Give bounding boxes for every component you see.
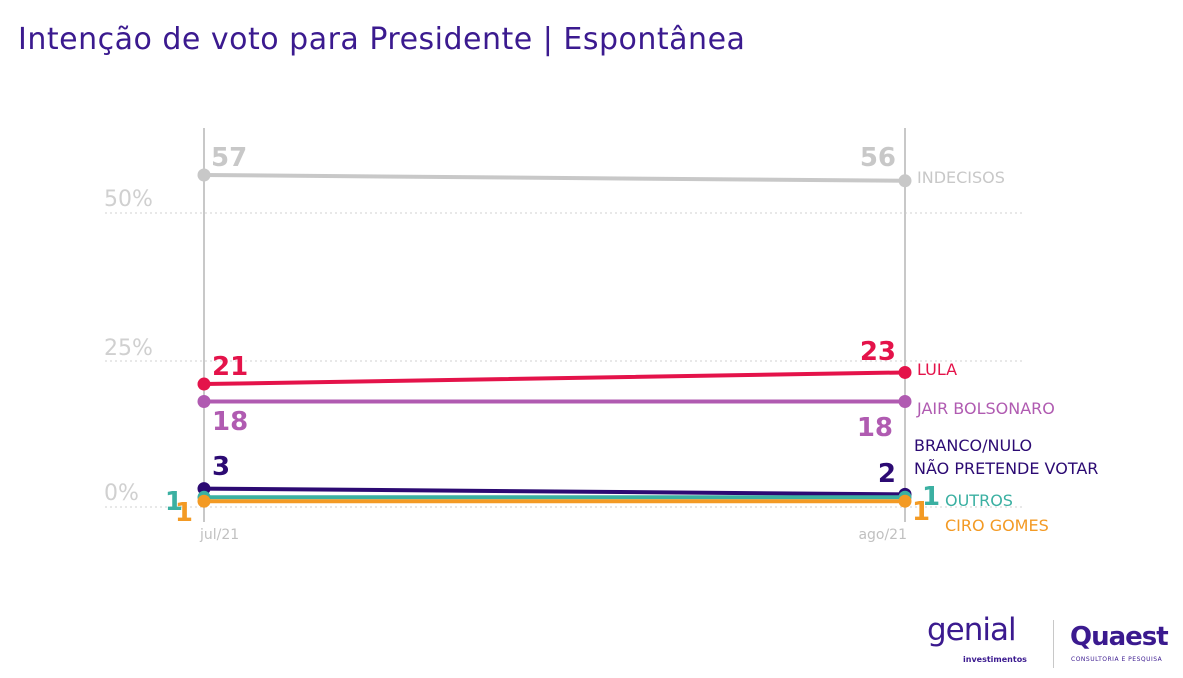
series-name-label: JAIR BOLSONARO [916,399,1055,418]
data-point [898,494,912,508]
x-tick-label: ago/21 [858,527,907,543]
quaest-logo: Quaest [1070,622,1169,652]
y-tick-label: 50% [104,187,153,212]
data-label: 1 [165,487,183,517]
data-label: 56 [860,143,896,173]
series-line [202,370,907,387]
data-label: 18 [212,407,248,437]
x-tick-label: jul/21 [199,527,239,543]
genial-logo-subtitle: investimentos [963,655,1027,664]
series-name-label: NÃO PRETENDE VOTAR [914,459,1098,478]
series-name-label: INDECISOS [917,168,1005,187]
series-name-label: BRANCO/NULO [914,436,1032,455]
data-label: 1 [922,482,940,512]
series-name-label: OUTROS [945,491,1013,510]
logos: genial investimentos Quaest CONSULTORIA … [925,612,1170,673]
data-point [898,365,912,379]
data-point [898,174,912,188]
data-label: 3 [212,452,230,482]
data-point [898,394,912,408]
data-point [197,377,211,391]
data-point [197,394,211,408]
data-label: 18 [857,413,893,443]
series-line [202,486,907,497]
quaest-logo-subtitle: CONSULTORIA E PESQUISA [1071,656,1163,663]
series-name-label: LULA [917,360,957,379]
genial-logo: genial [927,612,1017,648]
data-label: 23 [860,337,896,367]
data-label: 1 [912,497,930,527]
chart-title: Intenção de voto para Presidente | Espon… [18,22,746,57]
data-label: 2 [878,459,896,489]
data-label: 1 [175,498,193,528]
data-point [197,168,211,182]
data-point [197,494,211,508]
data-label: 57 [211,143,247,173]
y-tick-label: 0% [104,481,139,506]
data-label: 21 [212,352,248,382]
series-line [202,173,907,183]
series-name-label: CIRO GOMES [945,516,1049,535]
y-tick-label: 25% [104,336,153,361]
logo-divider [1053,620,1054,668]
